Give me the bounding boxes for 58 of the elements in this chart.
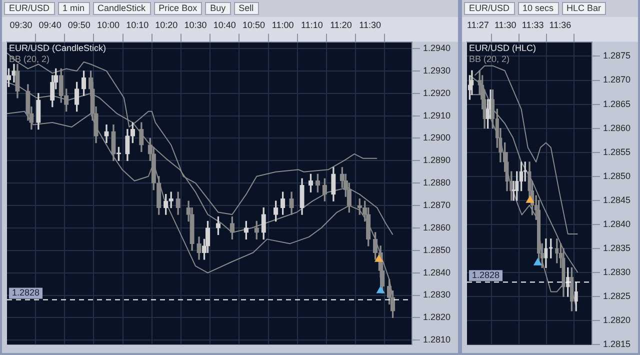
y-tick-label: 1.2850 — [423, 244, 451, 255]
y-tick-label: 1.2910 — [423, 110, 451, 120]
ref-line-label: 1.2828 — [472, 270, 500, 280]
y-tick-label: 1.2870 — [423, 200, 451, 210]
y-tick-label: 1.2850 — [603, 170, 631, 181]
y-tick-label: 1.2900 — [423, 132, 451, 143]
text: BB (20, 2) — [469, 54, 510, 64]
text: HLC Bar — [562, 2, 606, 15]
y-tick-label: 1.2820 — [603, 315, 631, 326]
y-tick-label: 1.2830 — [423, 290, 451, 300]
x-tick-label: 11:36 — [549, 20, 572, 30]
x-tick-label: 10:10 — [126, 20, 149, 30]
text: Price Box — [154, 2, 202, 15]
x-tick-label: 11:20 — [330, 20, 352, 30]
x-tick-label: 09:40 — [38, 20, 62, 30]
x-tick-label: 10:00 — [96, 20, 120, 30]
y-tick-label: 1.2860 — [423, 222, 451, 232]
y-tick-label: 1.2825 — [603, 291, 631, 302]
chart-title: EUR/USD (CandleStick) — [9, 42, 106, 53]
y-tick-label: 1.2815 — [603, 339, 631, 350]
text: 10 secs — [518, 2, 559, 15]
text: EUR/USD — [464, 2, 515, 15]
ref-line-label: 1.2828 — [12, 288, 40, 298]
y-tick-label: 1.2845 — [603, 194, 631, 205]
x-tick-label: 11:27 — [467, 20, 489, 30]
text: Sell — [234, 2, 259, 15]
y-tick-label: 1.2930 — [423, 65, 451, 76]
x-tick-label: 09:50 — [68, 20, 90, 30]
y-tick-label: 1.2835 — [603, 242, 631, 253]
y-tick-label: 1.2890 — [423, 155, 451, 166]
text: EUR/USD — [4, 2, 55, 15]
y-tick-label: 1.2810 — [423, 334, 451, 345]
y-tick-label: 1.2865 — [603, 98, 631, 109]
y-tick-label: 1.2860 — [603, 122, 631, 133]
text: CandleStick — [92, 2, 151, 15]
y-tick-label: 1.2830 — [603, 266, 631, 277]
x-tick-label: 10:20 — [155, 20, 178, 30]
y-tick-label: 1.2840 — [603, 218, 631, 229]
text: Buy — [205, 2, 231, 15]
y-tick-label: 1.2920 — [423, 88, 451, 98]
x-tick-label: 11:30 — [359, 20, 382, 30]
y-tick-label: 1.2840 — [423, 267, 451, 278]
x-tick-label: 09:30 — [10, 20, 32, 30]
x-tick-label: 10:40 — [213, 20, 236, 30]
text: 1 min — [58, 2, 90, 15]
y-tick-label: 1.2875 — [603, 50, 631, 61]
y-tick-label: 1.2855 — [603, 146, 631, 157]
y-tick-label: 1.2870 — [603, 74, 631, 85]
chart-title: EUR/USD (HLC) — [469, 42, 536, 53]
y-tick-label: 1.2820 — [423, 312, 451, 322]
y-tick-label: 1.2880 — [423, 178, 451, 188]
x-tick-label: 10:30 — [184, 20, 207, 30]
x-tick-label: 10:50 — [242, 20, 265, 30]
x-tick-label: 11:00 — [272, 20, 294, 30]
x-tick-label: 11:30 — [494, 20, 516, 30]
x-tick-label: 11:10 — [300, 20, 323, 30]
y-tick-label: 1.2940 — [423, 43, 451, 54]
x-tick-label: 11:33 — [522, 20, 544, 30]
